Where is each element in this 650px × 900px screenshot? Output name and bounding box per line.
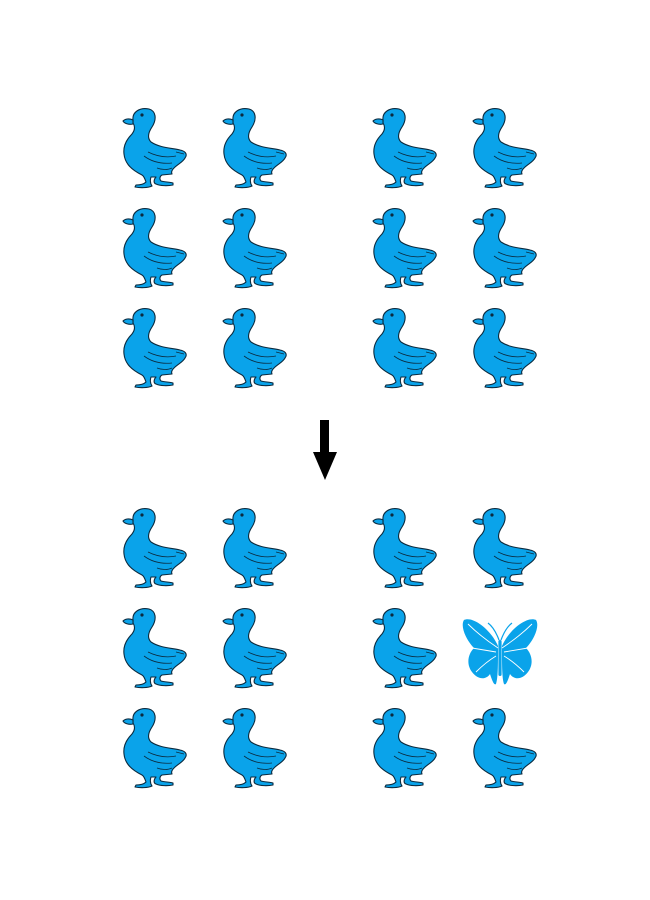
duck-icon — [372, 208, 437, 289]
duck-icon — [122, 508, 187, 589]
group-before — [122, 108, 537, 389]
arrow-shaft — [320, 420, 329, 454]
duck-icon — [372, 308, 437, 389]
butterfly-icon — [462, 618, 538, 685]
group-after — [122, 508, 538, 789]
duck-icon — [222, 108, 287, 189]
quadrant-after-left — [122, 508, 287, 789]
duck-icon — [122, 608, 187, 689]
duck-icon — [472, 508, 537, 589]
duck-icon — [122, 708, 187, 789]
duck-icon — [372, 708, 437, 789]
duck-icon — [472, 108, 537, 189]
duck-icon — [472, 208, 537, 289]
duck-icon — [122, 208, 187, 289]
duck-icon — [372, 108, 437, 189]
duck-icon — [222, 708, 287, 789]
duck-icon — [122, 108, 187, 189]
duck-icon — [222, 608, 287, 689]
duck-icon — [372, 508, 437, 589]
quadrant-before-right — [372, 108, 537, 389]
duck-icon — [222, 308, 287, 389]
quadrant-after-right — [372, 508, 538, 789]
duck-icon — [122, 308, 187, 389]
arrow-down-icon — [313, 420, 337, 480]
duck-icon — [472, 708, 537, 789]
quadrant-before-left — [122, 108, 287, 389]
duck-icon — [472, 308, 537, 389]
duck-icon — [222, 208, 287, 289]
duck-icon — [372, 608, 437, 689]
arrow-head — [313, 452, 337, 480]
duck-icon — [222, 508, 287, 589]
